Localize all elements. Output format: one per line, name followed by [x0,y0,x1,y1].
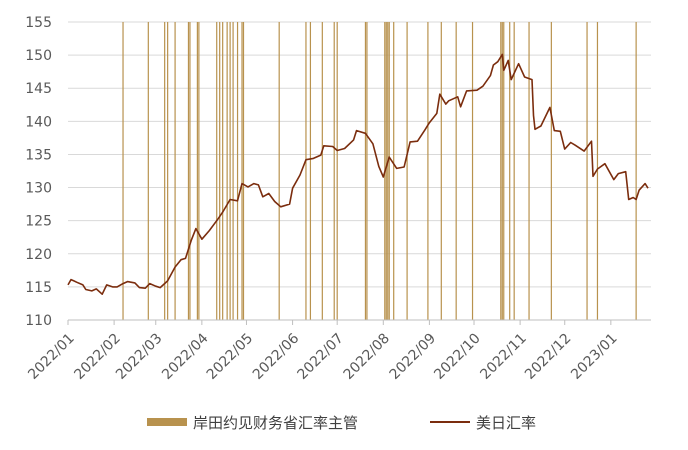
x-tick-label: 2022/06 [250,330,303,383]
x-tick-label: 2022/11 [477,330,529,382]
x-tick-label: 2022/07 [295,330,347,382]
x-tick-label: 2022/04 [159,330,212,383]
intervention-lines [122,22,637,320]
grid-lines [68,21,651,288]
x-tick-label: 2022/05 [204,330,256,382]
legend-label-intervention: 岸田约见财务省汇率主管 [193,414,358,432]
x-tick-label: 2022/08 [341,330,393,382]
y-tick-label: 155 [25,15,52,31]
y-tick-label: 140 [25,114,52,130]
axes [67,319,651,325]
x-tick-label: 2022/10 [431,330,483,382]
x-tick-label: 2022/09 [387,330,439,382]
y-tick-label: 135 [25,147,52,163]
y-tick-labels: 110 115 120 125 130 135 140 145 150 155 [25,15,52,329]
y-tick-label: 115 [25,280,52,296]
x-tick-label: 2022/01 [25,330,77,382]
x-tick-label: 2023/01 [568,330,620,382]
y-tick-label: 110 [25,313,52,329]
legend-label-usdjpy: 美日汇率 [476,414,536,432]
y-tick-label: 145 [25,81,52,97]
y-tick-label: 130 [25,181,52,197]
y-tick-label: 125 [25,214,52,230]
y-tick-label: 150 [25,48,52,64]
legend: 岸田约见财务省汇率主管 美日汇率 [147,414,536,432]
x-tick-label: 2022/12 [522,330,574,382]
x-tick-label: 2022/03 [113,330,165,382]
usdjpy-line-group [67,53,649,296]
x-tick-labels: 2022/012022/022022/032022/042022/052022/… [25,330,620,383]
legend-swatch-intervention [147,418,187,426]
y-tick-label: 120 [25,247,52,263]
usdjpy-line [67,53,649,296]
